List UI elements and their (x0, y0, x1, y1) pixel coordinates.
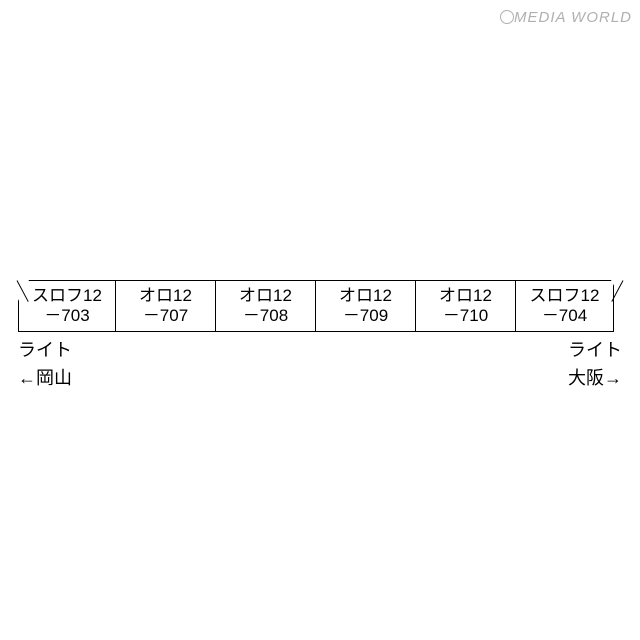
car-5-line2: －704 (542, 306, 587, 326)
car-2-line1: オロ12 (239, 286, 292, 306)
watermark-circle (500, 10, 514, 24)
car-3: オロ12 －709 (316, 280, 416, 332)
label-right: ライト 大阪→ (568, 336, 622, 390)
car-3-line2: －709 (343, 306, 388, 326)
car-1: オロ12 －707 (116, 280, 216, 332)
car-2: オロ12 －708 (216, 280, 316, 332)
car-5-line1: スロフ12 (530, 286, 600, 306)
car-5: スロフ12 －704 (516, 280, 614, 332)
car-1-line2: －707 (143, 306, 188, 326)
label-left-dest: ←岡山 (18, 364, 72, 390)
direction-labels: ライト ←岡山 ライト 大阪→ (18, 336, 622, 390)
car-4-line1: オロ12 (439, 286, 492, 306)
watermark-text: MEDIA WORLD (514, 9, 632, 26)
car-2-line2: －708 (243, 306, 288, 326)
label-left-light: ライト (18, 336, 72, 362)
car-1-line1: オロ12 (139, 286, 192, 306)
car-4: オロ12 －710 (416, 280, 516, 332)
car-0: スロフ12 －703 (18, 280, 116, 332)
label-right-light: ライト (568, 336, 622, 362)
train-consist: スロフ12 －703 オロ12 －707 オロ12 －708 オロ12 －709… (18, 280, 614, 332)
watermark: MEDIA WORLD (500, 8, 632, 26)
car-0-line1: スロフ12 (32, 286, 102, 306)
car-0-line2: －703 (44, 306, 89, 326)
label-left: ライト ←岡山 (18, 336, 72, 390)
label-right-dest: 大阪→ (568, 364, 622, 390)
car-4-line2: －710 (443, 306, 488, 326)
car-3-line1: オロ12 (339, 286, 392, 306)
